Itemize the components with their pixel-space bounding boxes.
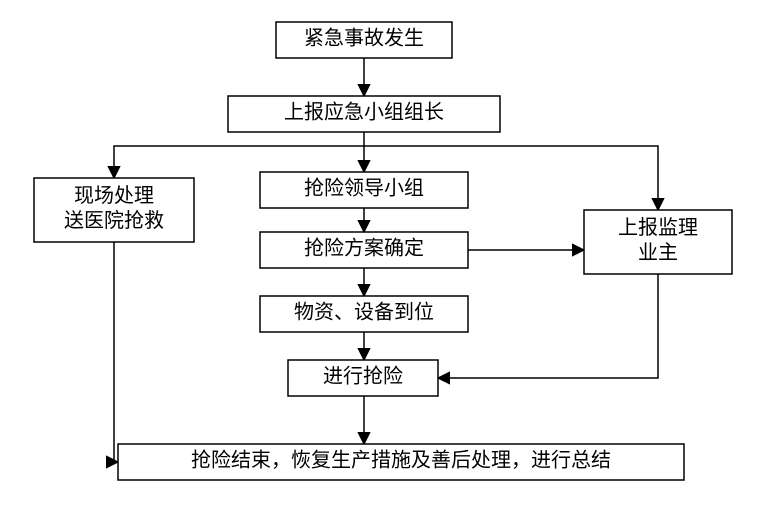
node-n3: 现场处理送医院抢救 xyxy=(34,178,194,242)
node-n6-label-0: 上报监理 xyxy=(618,216,698,239)
edge-n6-n8 xyxy=(438,274,658,378)
node-n5: 抢险方案确定 xyxy=(260,232,468,268)
node-n6-label-1: 业主 xyxy=(638,241,678,264)
node-n2-label-0: 上报应急小组组长 xyxy=(284,101,444,124)
node-n3-label-1: 送医院抢救 xyxy=(64,209,164,232)
node-n6: 上报监理业主 xyxy=(584,210,732,274)
node-n8-label-0: 进行抢险 xyxy=(323,365,403,388)
node-n2: 上报应急小组组长 xyxy=(228,96,500,132)
node-n4-label-0: 抢险领导小组 xyxy=(304,177,424,200)
edge-n3-n9 xyxy=(114,242,118,462)
node-n4: 抢险领导小组 xyxy=(260,172,468,208)
node-n1: 紧急事故发生 xyxy=(276,22,452,58)
nodes: 紧急事故发生上报应急小组组长现场处理送医院抢救 抢险领导小组抢险方案确定 上报监理业… xyxy=(34,22,732,480)
node-n8: 进行抢险 xyxy=(288,360,438,396)
flowchart-canvas: 紧急事故发生上报应急小组组长现场处理送医院抢救 抢险领导小组抢险方案确定 上报监理业… xyxy=(0,0,760,523)
node-n7: 物资、设备到位 xyxy=(260,296,468,332)
node-n5-label-0: 抢险方案确定 xyxy=(304,237,424,260)
node-n7-label-0: 物资、设备到位 xyxy=(294,301,434,324)
node-n1-label-0: 紧急事故发生 xyxy=(304,27,424,50)
node-n9: 抢险结束，恢复生产措施及善后处理，进行总结 xyxy=(118,444,684,480)
node-n3-label-0: 现场处理 xyxy=(74,184,154,207)
node-n9-label-0: 抢险结束，恢复生产措施及善后处理，进行总结 xyxy=(191,449,611,472)
